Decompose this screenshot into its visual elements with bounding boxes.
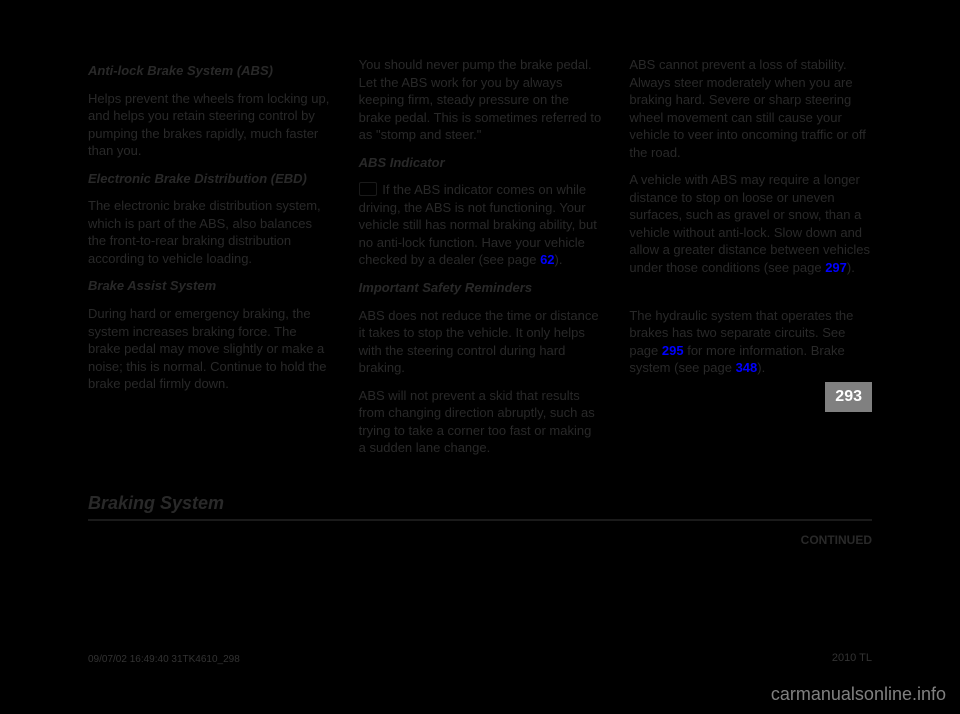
page-number-box: 293: [825, 382, 872, 412]
stability-text: ABS cannot prevent a loss of stability. …: [629, 56, 872, 161]
abs-text: Helps prevent the wheels from locking up…: [88, 90, 331, 160]
safety-reminder-2: ABS will not prevent a skid that results…: [359, 387, 602, 457]
abs-heading: Anti-lock Brake System (ABS): [88, 62, 331, 80]
page-number: 293: [835, 388, 862, 405]
page-ref-297[interactable]: 297: [825, 260, 847, 275]
abs-indicator-text-after: ).: [555, 252, 563, 267]
page-ref-348[interactable]: 348: [736, 360, 758, 375]
ebd-heading: Electronic Brake Distribution (EBD): [88, 170, 331, 188]
column-1: Anti-lock Brake System (ABS) Helps preve…: [88, 56, 331, 467]
column-3: ABS cannot prevent a loss of stability. …: [629, 56, 872, 467]
page-ref-295[interactable]: 295: [662, 343, 684, 358]
longer-distance-after: ).: [847, 260, 855, 275]
hydraulic-text: The hydraulic system that operates the b…: [629, 307, 872, 377]
section-title: Braking System: [88, 491, 872, 515]
footer-right: 2010 TL: [832, 651, 872, 666]
content-columns: Anti-lock Brake System (ABS) Helps preve…: [88, 56, 872, 467]
abs-indicator-icon: [359, 182, 377, 196]
footer-left: 09/07/02 16:49:40 31TK4610_298: [88, 653, 240, 667]
section-rule: [88, 519, 872, 521]
pump-brake-text: You should never pump the brake pedal. L…: [359, 56, 602, 144]
column-2: You should never pump the brake pedal. L…: [359, 56, 602, 467]
watermark: carmanualsonline.info: [771, 682, 946, 706]
manual-page: Anti-lock Brake System (ABS) Helps preve…: [48, 32, 912, 682]
page-ref-62[interactable]: 62: [540, 252, 554, 267]
brake-assist-text: During hard or emergency braking, the sy…: [88, 305, 331, 393]
brake-assist-heading: Brake Assist System: [88, 277, 331, 295]
ebd-text: The electronic brake distribution system…: [88, 197, 331, 267]
abs-indicator-heading: ABS Indicator: [359, 154, 602, 172]
continued-label: CONTINUED: [801, 533, 872, 547]
abs-indicator-text: If the ABS indicator comes on while driv…: [359, 181, 602, 269]
safety-reminder-1: ABS does not reduce the time or distance…: [359, 307, 602, 377]
hydraulic-after: ).: [757, 360, 765, 375]
safety-reminders-heading: Important Safety Reminders: [359, 279, 602, 297]
longer-distance-text: A vehicle with ABS may require a longer …: [629, 171, 872, 276]
page-footer: 09/07/02 16:49:40 31TK4610_298 2010 TL: [88, 651, 872, 666]
